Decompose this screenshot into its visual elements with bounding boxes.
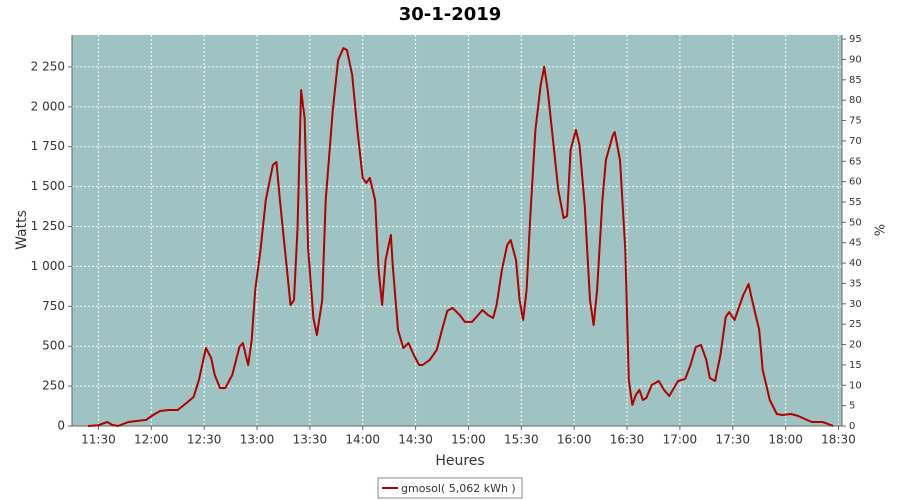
y2-tick-label: 55: [849, 197, 862, 208]
y2-tick-label: 90: [849, 54, 862, 65]
y2-tick-label: 60: [849, 177, 862, 188]
y2-tick-label: 75: [849, 116, 862, 127]
y2-tick-label: 0: [849, 421, 855, 432]
x-tick-label: 11:30: [81, 433, 116, 447]
legend-label: gmosol( 5,062 kWh ): [401, 482, 516, 495]
y-axis-label: Watts: [14, 210, 30, 250]
y-tick-label: 2 250: [31, 59, 65, 73]
legend-box: [377, 477, 523, 499]
y-tick-label: 750: [42, 299, 65, 313]
x-tick-label: 12:30: [187, 433, 222, 447]
y-tick-label: 2 000: [31, 99, 65, 113]
x-tick-label: 18:30: [821, 433, 856, 447]
x-axis-label: Heures: [435, 453, 484, 469]
y2-tick-label: 70: [849, 136, 862, 147]
y-tick-label: 1 500: [31, 179, 65, 193]
x-tick-label: 17:30: [715, 433, 750, 447]
y2-tick-label: 30: [849, 299, 862, 310]
y2-tick-label: 5: [849, 401, 855, 412]
y2-tick-label: 95: [849, 34, 862, 45]
y-tick-label: 0: [57, 419, 65, 433]
y2-tick-label: 50: [849, 217, 862, 228]
y2-tick-label: 85: [849, 75, 862, 86]
y2-tick-label: 35: [849, 278, 862, 289]
y-tick-label: 500: [42, 339, 65, 353]
x-tick-label: 13:00: [240, 433, 275, 447]
y2-tick-label: 15: [849, 360, 862, 371]
x-tick-label: 15:30: [504, 433, 539, 447]
chart-title: 30-1-2019: [399, 4, 502, 25]
y2-tick-label: 25: [849, 319, 862, 330]
y2-tick-label: 20: [849, 340, 862, 351]
y-tick-label: 1 750: [31, 139, 65, 153]
plot-area: [72, 35, 842, 426]
series-line: [87, 47, 834, 427]
x-tick-label: 16:00: [557, 433, 592, 447]
y-tick-label: 250: [42, 379, 65, 393]
y2-axis-label: %: [874, 224, 889, 236]
x-tick-label: 14:30: [398, 433, 433, 447]
x-tick-label: 15:00: [451, 433, 486, 447]
y-tick-label: 1 000: [31, 259, 65, 273]
x-tick-label: 12:00: [134, 433, 169, 447]
x-tick-label: 13:30: [293, 433, 328, 447]
y2-tick-label: 10: [849, 380, 862, 391]
x-tick-label: 14:00: [345, 433, 380, 447]
y2-tick-label: 45: [849, 238, 862, 249]
y2-tick-label: 65: [849, 156, 862, 167]
x-tick-label: 18:00: [768, 433, 803, 447]
x-tick-label: 16:30: [610, 433, 645, 447]
y2-tick-label: 40: [849, 258, 862, 269]
y2-tick-label: 80: [849, 95, 862, 106]
x-tick-label: 17:00: [663, 433, 698, 447]
y-tick-label: 1 250: [31, 219, 65, 233]
